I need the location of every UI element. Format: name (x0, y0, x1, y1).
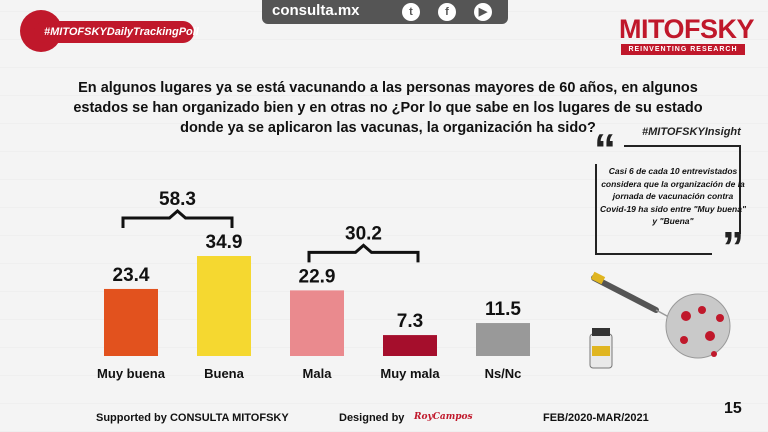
category-label: Muy buena (97, 366, 166, 381)
bar-ns-nc (476, 323, 530, 356)
insight-title: #MITOFSKYInsight (642, 126, 741, 138)
category-label: Mala (303, 366, 333, 381)
top-bar (262, 0, 508, 24)
facebook-icon[interactable]: f (438, 3, 456, 21)
survey-question: En algunos lugares ya se está vacunando … (73, 80, 703, 136)
quote-close-icon: ” (722, 223, 744, 272)
bar-value-label: 34.9 (206, 232, 243, 253)
virus-icon (665, 293, 731, 359)
group-total-label: 30.2 (345, 223, 382, 244)
bar-value-label: 23.4 (113, 265, 150, 286)
bar-muy-buena (104, 288, 158, 356)
vial-icon (589, 328, 613, 369)
bar-value-label: 22.9 (299, 266, 336, 287)
insight-text: Casi 6 de cada 10 entrevistados consider… (600, 166, 746, 226)
youtube-icon[interactable]: ▶ (474, 3, 492, 21)
twitter-icon[interactable]: t (402, 3, 420, 21)
brand-logo: MITOFSKY (619, 14, 755, 44)
bar-value-label: 11.5 (485, 299, 521, 320)
bar-chart: 23.4 Muy buena 34.9 Buena 22.9 Mala 7.3 Muy mal… (97, 189, 530, 381)
footer-designed-by: Designed by (339, 412, 405, 424)
bar-buena (197, 256, 251, 356)
insight-frame (595, 145, 741, 255)
group-total-label: 58.3 (159, 189, 196, 210)
bar-mala (290, 290, 344, 356)
page-number: 15 (724, 400, 742, 417)
category-label: Ns/Nc (485, 366, 522, 381)
site-link[interactable]: consulta.mx (272, 2, 360, 19)
bar-muy-mala (383, 335, 437, 356)
quote-open-icon: “ (594, 125, 616, 174)
brand-tagline: REINVENTING RESEARCH (621, 44, 745, 55)
poll-badge: #MITOFSKYDailyTrackingPoll (20, 10, 199, 52)
syringe-icon (590, 271, 679, 323)
category-label: Buena (204, 366, 245, 381)
group-bracket (121, 209, 234, 228)
bar-value-label: 7.3 (397, 311, 423, 332)
footer-period: FEB/2020-MAR/2021 (543, 412, 649, 424)
vaccine-illustration (589, 271, 731, 369)
group-bracket (307, 243, 420, 263)
footer-designer: RoyCampos (414, 412, 473, 422)
poll-tag: #MITOFSKYDailyTrackingPoll (34, 21, 199, 43)
category-label: Muy mala (380, 366, 440, 381)
footer-supported-by: Supported by CONSULTA MITOFSKY (96, 412, 289, 424)
